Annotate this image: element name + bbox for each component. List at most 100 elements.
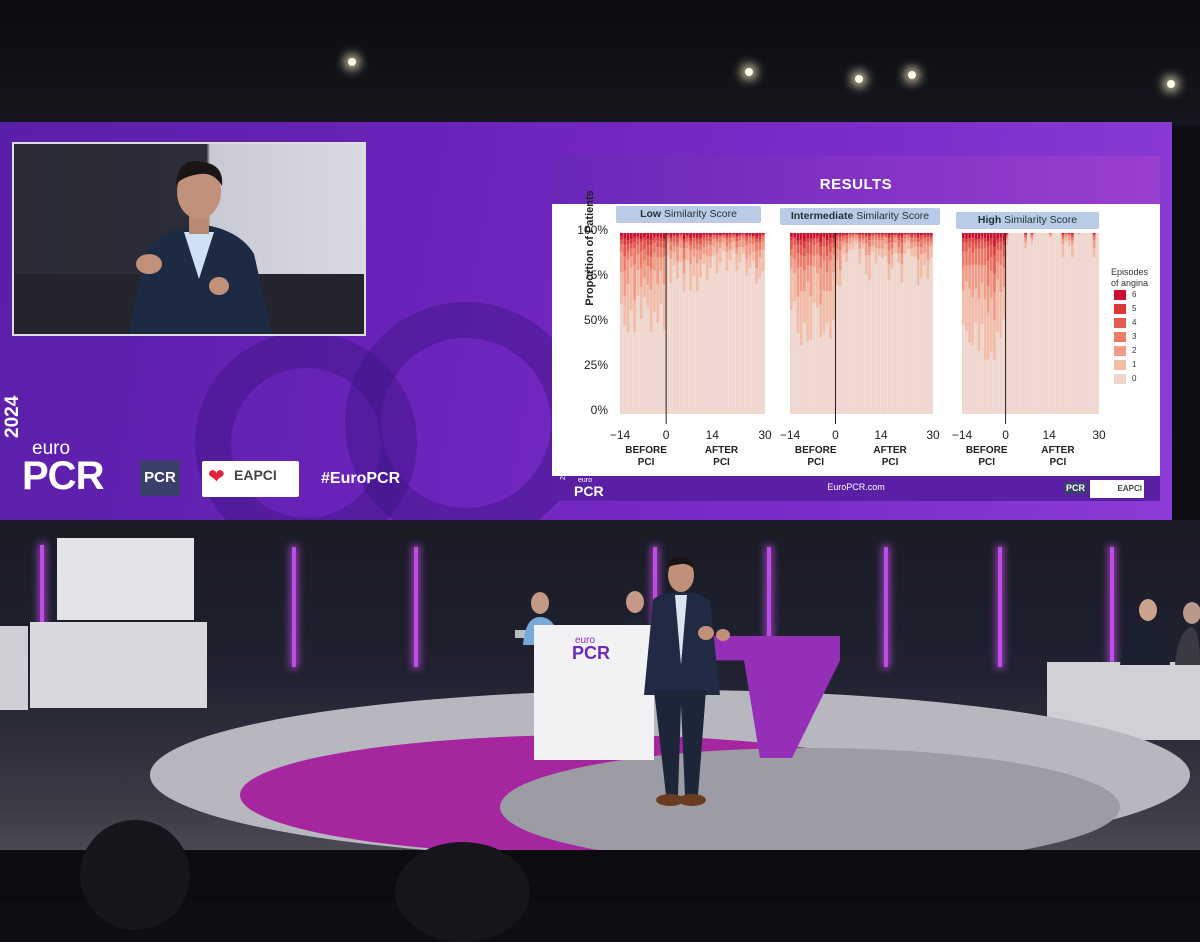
bar-segment [914, 238, 917, 242]
bar-segment [755, 237, 758, 240]
bar-segment [749, 236, 752, 238]
bar-segment [849, 236, 852, 238]
chart-panel [962, 233, 1099, 424]
bar-segment [669, 259, 672, 283]
bar-segment [673, 266, 676, 414]
bar-segment [689, 245, 692, 251]
bar-segment [643, 241, 646, 250]
bar-segment [884, 256, 887, 414]
legend-item: 0 [1114, 374, 1144, 385]
bar-segment [739, 233, 742, 235]
bar-segment [996, 262, 999, 280]
bar-segment [894, 238, 897, 243]
bar-segment [669, 233, 672, 237]
bar-segment [739, 240, 742, 247]
bar-segment [1093, 234, 1096, 235]
bar-segment [673, 246, 676, 252]
x-axis-label: AFTER PCI [692, 445, 752, 469]
chart-panel [790, 233, 933, 424]
bar-segment [996, 239, 999, 243]
bar-segment [819, 268, 822, 304]
bar-segment [758, 258, 761, 278]
bar-segment [676, 238, 679, 243]
bar-segment [630, 249, 633, 257]
bar-segment [842, 236, 845, 238]
bar-segment [923, 235, 926, 237]
legend-item: 3 [1114, 332, 1144, 343]
bar-segment [640, 287, 643, 319]
bar-segment [673, 235, 676, 237]
bar-segment [623, 245, 626, 257]
bar-segment [914, 257, 917, 414]
bar-segment [999, 233, 1002, 238]
bar-segment [842, 254, 845, 414]
bar-segment [823, 246, 826, 261]
bar-segment [653, 237, 656, 239]
bar-segment [1096, 233, 1099, 414]
bar-segment [993, 256, 996, 274]
bar-segment [839, 270, 842, 287]
bar-segment [852, 233, 855, 234]
bar-segment [927, 260, 930, 279]
bar-segment [981, 324, 984, 414]
bar-segment [1002, 319, 1005, 414]
bar-segment [965, 239, 968, 243]
bar-segment [881, 241, 884, 249]
bar-segment [1049, 237, 1052, 414]
bar-segment [636, 239, 639, 244]
bar-segment [875, 234, 878, 235]
bar-segment [974, 244, 977, 249]
bar-segment [871, 234, 874, 235]
bar-segment [871, 233, 874, 234]
bar-segment [823, 333, 826, 414]
bar-segment [855, 234, 858, 235]
bar-segment [813, 256, 816, 267]
bar-segment [1021, 233, 1024, 414]
bar-segment [663, 331, 666, 414]
bar-segment [630, 257, 633, 268]
bar-segment [816, 308, 819, 414]
bar-segment [1062, 235, 1065, 237]
bar-segment [897, 253, 900, 262]
bar-segment [762, 250, 765, 271]
bar-segment [793, 273, 796, 301]
bar-segment [810, 266, 813, 296]
bar-segment [679, 236, 682, 240]
bar-segment [858, 235, 861, 236]
bar-segment [800, 246, 803, 255]
bar-segment [826, 256, 829, 272]
bar-segment [845, 243, 848, 252]
bar-segment [693, 233, 696, 236]
bar-segment [875, 248, 878, 263]
x-axis-label: BEFORE PCI [616, 445, 676, 469]
bar-segment [832, 255, 835, 273]
bar-segment [865, 243, 868, 255]
bar-segment [927, 241, 930, 245]
bar-segment [862, 238, 865, 240]
bar-segment [646, 266, 649, 285]
bar-segment [702, 254, 705, 263]
bar-segment [689, 251, 692, 265]
bar-segment [696, 233, 699, 238]
bar-segment [862, 236, 865, 238]
bar-segment [1071, 257, 1074, 414]
bar-segment [689, 291, 692, 414]
bar-segment [623, 233, 626, 239]
x-axis-label: BEFORE PCI [786, 445, 846, 469]
bar-segment [884, 244, 887, 256]
bar-segment [999, 238, 1002, 243]
bar-segment [881, 249, 884, 259]
bar-segment [650, 233, 653, 240]
bar-segment [930, 235, 933, 237]
bar-segment [623, 257, 626, 271]
bar-segment [693, 238, 696, 241]
bar-segment [904, 235, 907, 236]
bar-segment [990, 271, 993, 298]
bar-segment [683, 273, 686, 291]
x-tick-label: 14 [866, 428, 896, 442]
bar-segment [1087, 233, 1090, 414]
bar-segment [904, 236, 907, 239]
bar-segment [706, 235, 709, 237]
bar-segment [965, 282, 968, 332]
bar-segment [790, 237, 793, 241]
